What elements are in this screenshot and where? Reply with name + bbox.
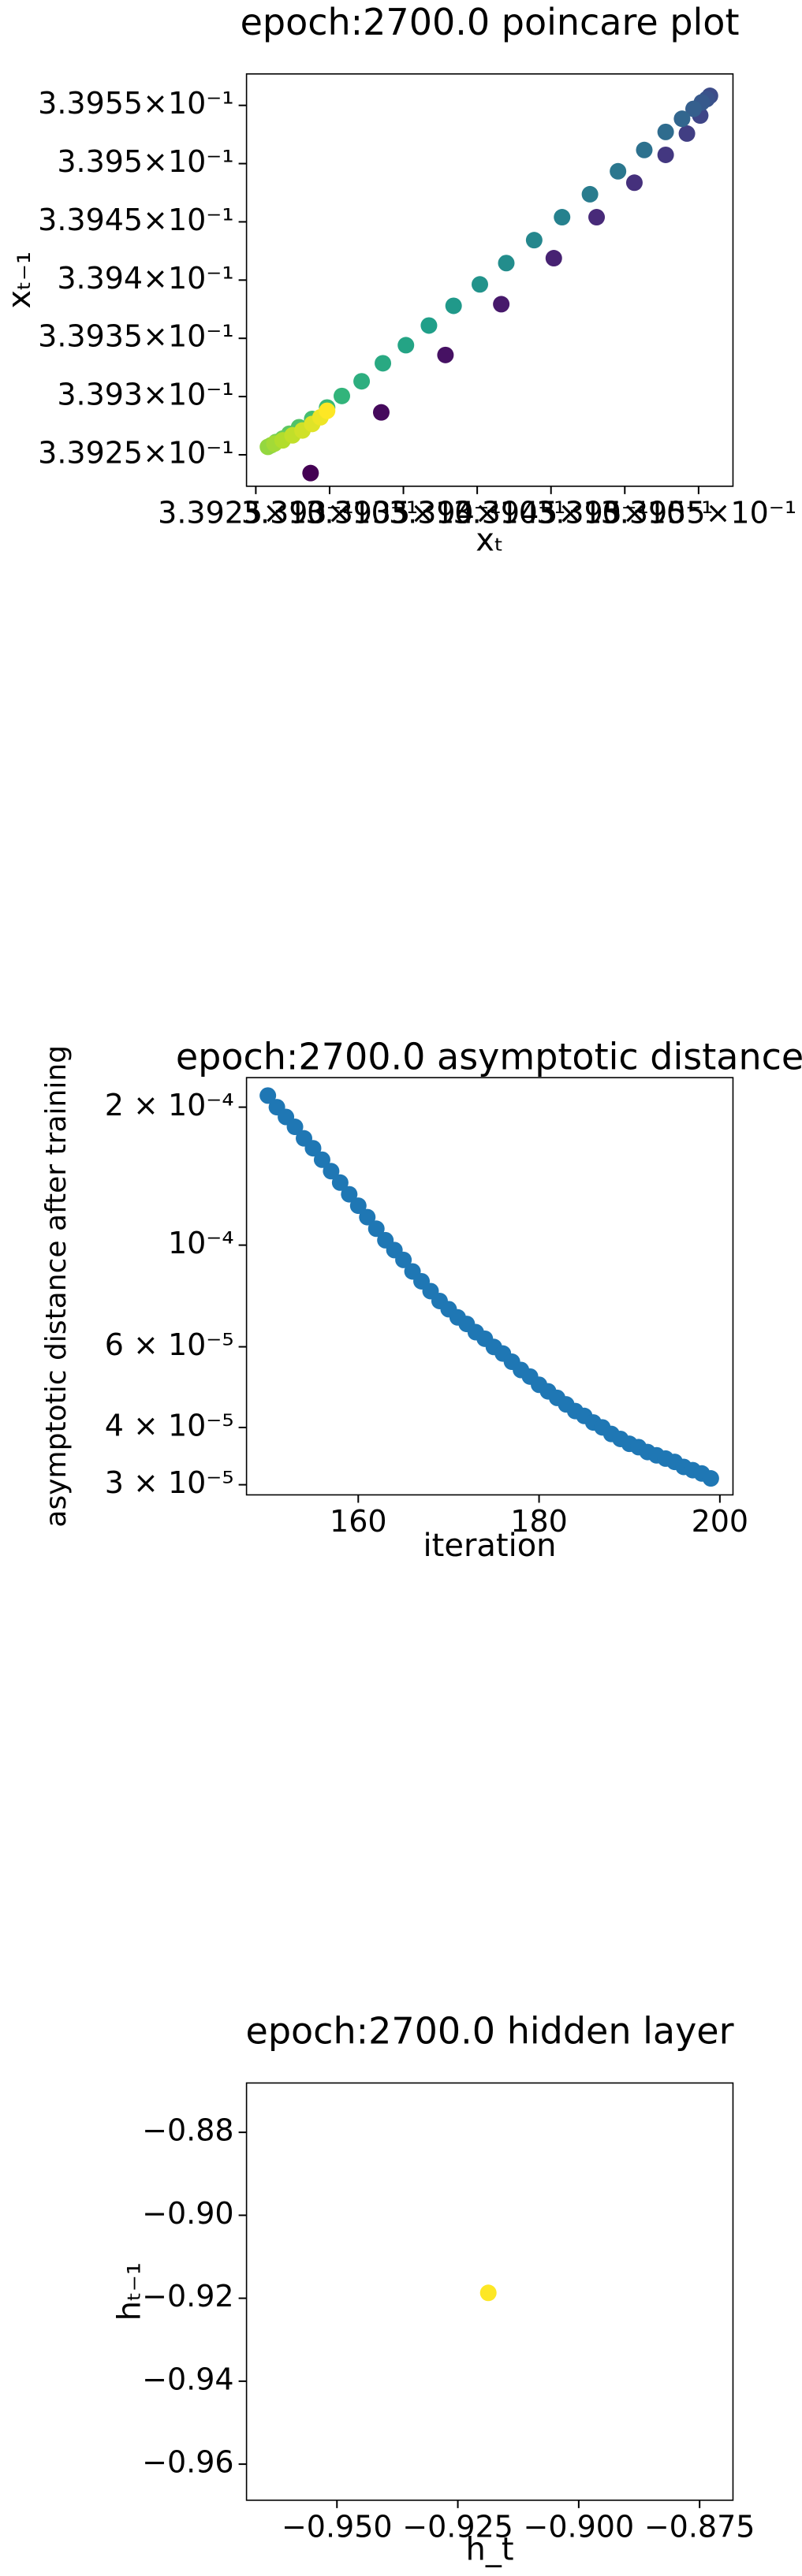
x-axis-label: xₜ xyxy=(476,523,503,559)
point xyxy=(636,141,653,158)
point xyxy=(493,296,510,313)
y-axis-label: hₜ₋₁ xyxy=(112,2262,148,2321)
chart-title: epoch:2700.0 hidden layer xyxy=(246,2010,734,2053)
point xyxy=(349,1197,367,1215)
point xyxy=(372,404,390,421)
point xyxy=(304,1140,322,1157)
chart-title: epoch:2700.0 asymptotic distance xyxy=(176,1036,802,1078)
y-tick-label: 10⁻⁴ xyxy=(168,1226,234,1260)
y-axis-label: xₜ₋₁ xyxy=(2,251,38,309)
point xyxy=(420,317,438,334)
point xyxy=(353,373,371,390)
x-tick-label: 3.3945×10⁻¹ xyxy=(453,495,648,530)
y-tick-label: −0.90 xyxy=(142,2196,233,2231)
x-tick-label: −0.925 xyxy=(402,2509,513,2544)
point xyxy=(437,346,454,363)
point xyxy=(334,387,351,404)
y-tick-label: 4 × 10⁻⁵ xyxy=(105,1408,234,1442)
point xyxy=(498,255,515,272)
point xyxy=(302,464,319,482)
axes-frame xyxy=(245,73,734,487)
x-tick-label: 3.393×10⁻¹ xyxy=(241,495,418,530)
x-axis-label: h_t xyxy=(466,2531,514,2567)
point xyxy=(323,1163,340,1180)
point xyxy=(397,337,415,354)
point xyxy=(259,1087,277,1104)
point xyxy=(395,1251,412,1268)
point xyxy=(657,146,674,163)
y-axis-label: asymptotic distance after training xyxy=(40,1045,73,1528)
point xyxy=(702,1470,719,1487)
y-tick-label: −0.92 xyxy=(142,2279,233,2314)
point xyxy=(341,1186,358,1203)
point xyxy=(588,209,606,226)
point xyxy=(359,1208,376,1226)
x-tick-label: 3.394×10⁻¹ xyxy=(389,495,565,530)
x-tick-label: −0.900 xyxy=(524,2509,635,2544)
point xyxy=(375,355,392,372)
chart-title: epoch:2700.0 poincare plot xyxy=(241,1,740,43)
x-tick-label: 3.3935×10⁻¹ xyxy=(305,495,501,530)
y-tick-label: 3.394×10⁻¹ xyxy=(57,261,233,296)
point xyxy=(445,297,462,315)
point xyxy=(678,125,696,142)
y-tick-label: 3.395×10⁻¹ xyxy=(57,144,233,179)
x-tick-label: −0.950 xyxy=(282,2509,393,2544)
y-tick-label: 3.3925×10⁻¹ xyxy=(38,435,233,470)
y-tick-label: 3.3935×10⁻¹ xyxy=(38,319,233,354)
y-tick-label: 3 × 10⁻⁵ xyxy=(105,1465,234,1500)
x-tick-label: 200 xyxy=(692,1504,749,1539)
x-tick-label: 3.395×10⁻¹ xyxy=(536,495,713,530)
point xyxy=(313,1151,330,1168)
point xyxy=(657,123,674,140)
point xyxy=(471,276,488,293)
point xyxy=(367,1220,385,1238)
y-tick-label: 2 × 10⁻⁴ xyxy=(105,1088,234,1122)
y-tick-label: −0.88 xyxy=(142,2113,233,2148)
x-axis-label: iteration xyxy=(423,1528,557,1564)
point xyxy=(625,174,643,192)
y-tick-label: 3.3945×10⁻¹ xyxy=(38,203,233,237)
y-tick-label: 3.393×10⁻¹ xyxy=(57,378,233,412)
x-tick-label: 3.3925×10⁻¹ xyxy=(158,495,353,530)
y-tick-label: 3.3955×10⁻¹ xyxy=(38,86,233,121)
point xyxy=(286,1119,304,1136)
x-tick-label: 160 xyxy=(330,1504,387,1539)
y-tick-label: 6 × 10⁻⁵ xyxy=(105,1327,234,1362)
point xyxy=(610,162,627,180)
point xyxy=(479,2284,497,2302)
axes-frame xyxy=(245,2082,734,2501)
point xyxy=(525,232,543,249)
point xyxy=(545,250,562,267)
point xyxy=(554,209,571,226)
x-tick-label: 180 xyxy=(510,1504,568,1539)
x-tick-label: 3.3955×10⁻¹ xyxy=(601,495,796,530)
point xyxy=(673,110,691,128)
point xyxy=(685,100,703,117)
y-tick-label: −0.96 xyxy=(142,2445,233,2480)
x-tick-label: −0.875 xyxy=(644,2509,755,2544)
axes-frame xyxy=(245,1077,734,1496)
point xyxy=(581,185,599,203)
point xyxy=(331,1174,349,1191)
point xyxy=(319,402,336,419)
y-tick-label: −0.94 xyxy=(142,2362,233,2396)
